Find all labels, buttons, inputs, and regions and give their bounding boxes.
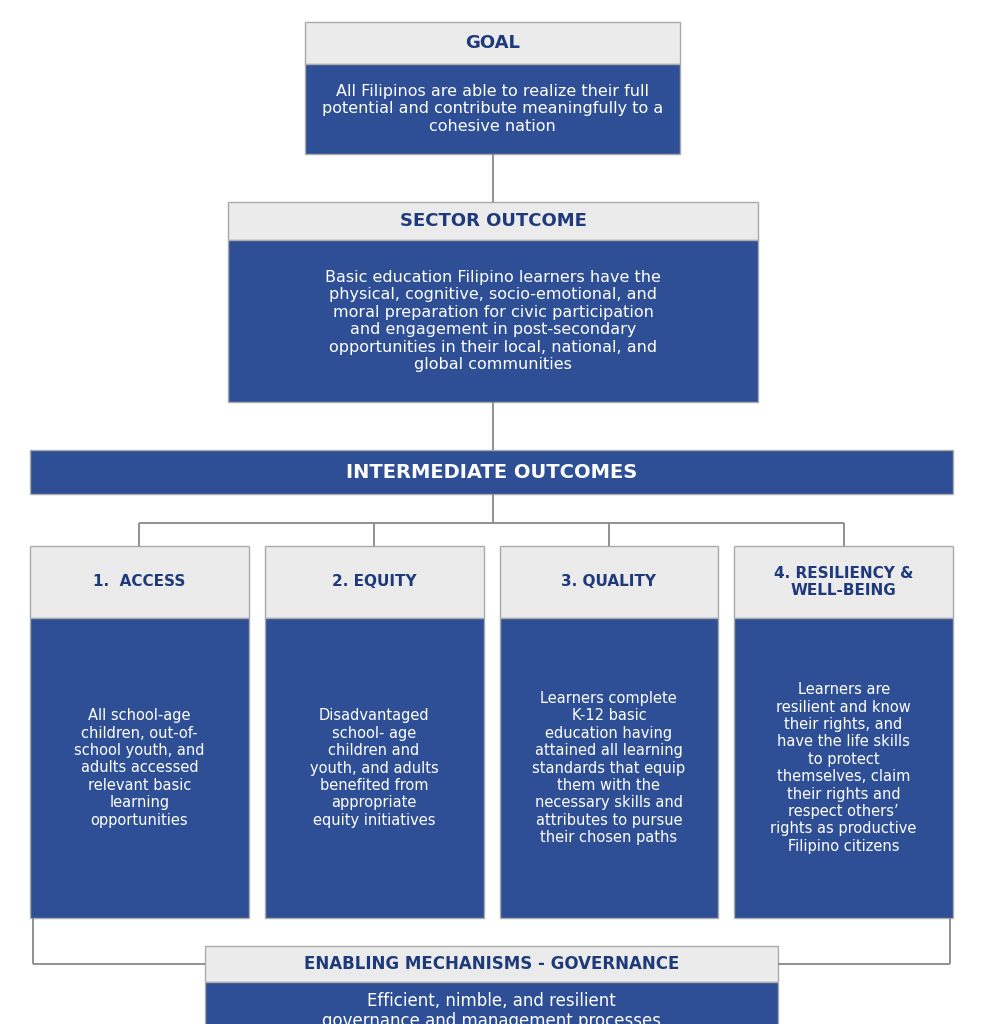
Bar xyxy=(305,63,680,154)
Bar xyxy=(30,618,249,918)
Text: 4. RESILIENCY &
WELL-BEING: 4. RESILIENCY & WELL-BEING xyxy=(774,566,913,598)
Bar xyxy=(305,22,680,63)
Text: INTERMEDIATE OUTCOMES: INTERMEDIATE OUTCOMES xyxy=(346,463,637,481)
Bar xyxy=(734,618,953,918)
Bar xyxy=(205,982,778,1024)
Bar xyxy=(228,240,758,402)
Bar xyxy=(205,946,778,982)
Text: GOAL: GOAL xyxy=(465,34,520,52)
Bar xyxy=(499,546,719,618)
Text: Basic education Filipino learners have the
physical, cognitive, socio-emotional,: Basic education Filipino learners have t… xyxy=(325,270,661,372)
Text: 2. EQUITY: 2. EQUITY xyxy=(332,574,417,590)
Bar xyxy=(499,618,719,918)
Text: Disadvantaged
school- age
children and
youth, and adults
benefited from
appropri: Disadvantaged school- age children and y… xyxy=(310,709,438,827)
Text: 1.  ACCESS: 1. ACCESS xyxy=(93,574,186,590)
Bar xyxy=(264,546,484,618)
Text: Efficient, nimble, and resilient
governance and management processes: Efficient, nimble, and resilient governa… xyxy=(322,991,661,1024)
Text: Learners are
resilient and know
their rights, and
have the life skills
to protec: Learners are resilient and know their ri… xyxy=(771,682,917,854)
Bar xyxy=(228,202,758,240)
Text: All Filipinos are able to realize their full
potential and contribute meaningful: All Filipinos are able to realize their … xyxy=(321,84,664,134)
Bar xyxy=(264,618,484,918)
Bar xyxy=(30,546,249,618)
Text: All school-age
children, out-of-
school youth, and
adults accessed
relevant basi: All school-age children, out-of- school … xyxy=(74,709,204,827)
Text: Learners complete
K-12 basic
education having
attained all learning
standards th: Learners complete K-12 basic education h… xyxy=(533,691,685,845)
Text: SECTOR OUTCOME: SECTOR OUTCOME xyxy=(399,212,587,230)
Bar xyxy=(734,546,953,618)
Text: 3. QUALITY: 3. QUALITY xyxy=(561,574,657,590)
Bar xyxy=(30,450,953,494)
Text: ENABLING MECHANISMS - GOVERNANCE: ENABLING MECHANISMS - GOVERNANCE xyxy=(304,955,679,973)
